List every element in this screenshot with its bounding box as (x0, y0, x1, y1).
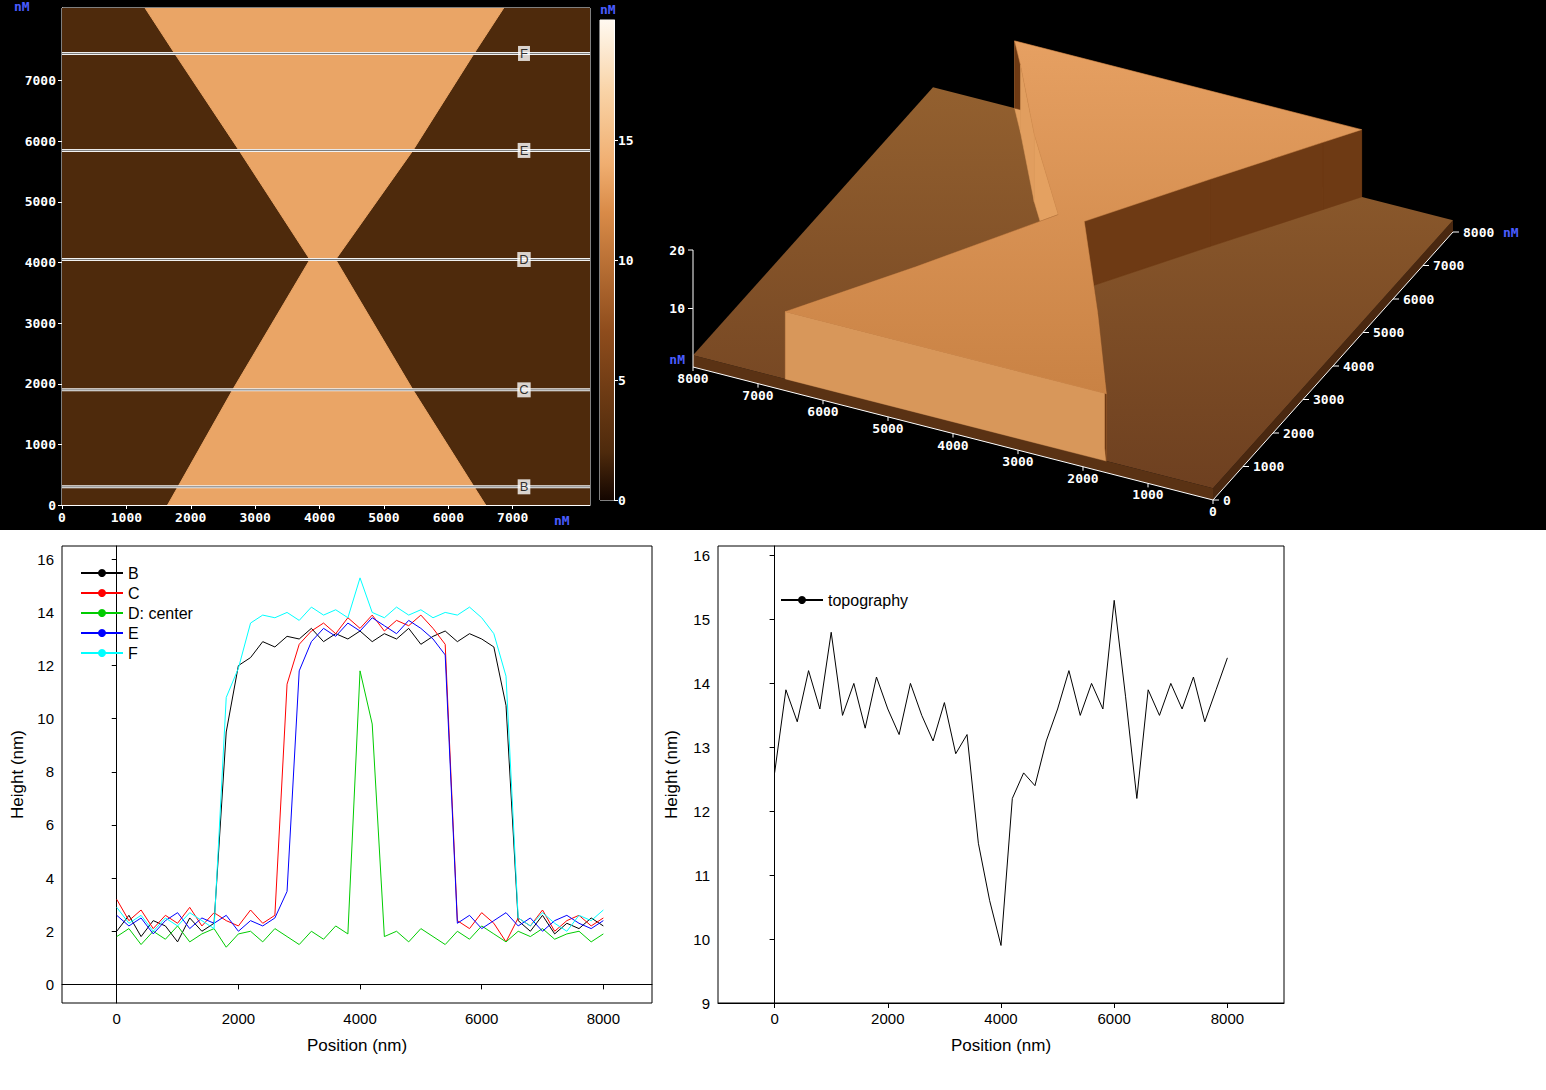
svg-text:0: 0 (58, 510, 66, 525)
svg-text:7000: 7000 (497, 510, 528, 525)
svg-text:0: 0 (113, 1010, 121, 1027)
svg-text:D: center: D: center (128, 605, 194, 622)
svg-text:6: 6 (46, 816, 54, 833)
svg-text:C: C (128, 585, 140, 602)
svg-text:B: B (128, 565, 139, 582)
svg-text:6000: 6000 (1098, 1010, 1131, 1027)
svg-text:8000: 8000 (677, 371, 708, 386)
svg-text:6000: 6000 (465, 1010, 498, 1027)
svg-text:3000: 3000 (1002, 454, 1033, 469)
svg-text:F: F (520, 46, 528, 61)
svg-text:3000: 3000 (1313, 392, 1344, 407)
svg-text:0: 0 (618, 493, 626, 508)
svg-text:2000: 2000 (222, 1010, 255, 1027)
svg-text:5000: 5000 (368, 510, 399, 525)
svg-text:2000: 2000 (1283, 426, 1314, 441)
svg-text:8000: 8000 (1211, 1010, 1244, 1027)
svg-text:D: D (519, 252, 528, 267)
svg-text:8000: 8000 (587, 1010, 620, 1027)
svg-text:0: 0 (1209, 504, 1217, 519)
svg-text:5: 5 (618, 373, 626, 388)
svg-text:nM: nM (14, 0, 30, 14)
svg-text:15: 15 (693, 611, 710, 628)
svg-text:15: 15 (618, 133, 634, 148)
svg-text:4000: 4000 (304, 510, 335, 525)
svg-text:3000: 3000 (25, 316, 56, 331)
svg-text:B: B (520, 479, 529, 494)
svg-text:20: 20 (669, 243, 685, 258)
svg-text:9: 9 (702, 995, 710, 1012)
svg-text:2000: 2000 (175, 510, 206, 525)
svg-text:0: 0 (46, 976, 54, 993)
svg-text:topography: topography (828, 592, 908, 609)
svg-text:7000: 7000 (25, 73, 56, 88)
svg-text:1000: 1000 (1253, 459, 1284, 474)
svg-text:10: 10 (618, 253, 634, 268)
svg-text:14: 14 (693, 675, 710, 692)
svg-text:13: 13 (693, 739, 710, 756)
svg-text:0: 0 (1223, 493, 1231, 508)
svg-text:1000: 1000 (25, 437, 56, 452)
svg-text:Height (nm): Height (nm) (662, 730, 681, 819)
svg-text:0: 0 (770, 1010, 778, 1027)
svg-text:6000: 6000 (25, 134, 56, 149)
svg-text:nM: nM (554, 513, 570, 528)
svg-text:Position (nm): Position (nm) (951, 1036, 1051, 1055)
svg-text:4: 4 (46, 870, 54, 887)
svg-text:3000: 3000 (240, 510, 271, 525)
svg-text:nM: nM (600, 2, 616, 17)
svg-text:14: 14 (37, 604, 54, 621)
svg-text:nM: nM (669, 352, 685, 367)
svg-text:6000: 6000 (433, 510, 464, 525)
svg-text:2: 2 (46, 923, 54, 940)
svg-text:4000: 4000 (1343, 359, 1374, 374)
svg-text:12: 12 (37, 657, 54, 674)
svg-text:4000: 4000 (343, 1010, 376, 1027)
svg-text:10: 10 (669, 301, 685, 316)
svg-text:10: 10 (37, 710, 54, 727)
svg-text:Height (nm): Height (nm) (8, 730, 27, 819)
svg-text:2000: 2000 (25, 376, 56, 391)
svg-text:4000: 4000 (937, 438, 968, 453)
svg-text:5000: 5000 (1373, 325, 1404, 340)
svg-text:E: E (520, 143, 529, 158)
svg-text:16: 16 (693, 547, 710, 564)
svg-text:C: C (519, 382, 528, 397)
svg-text:5000: 5000 (872, 421, 903, 436)
svg-text:0: 0 (48, 498, 56, 513)
svg-text:1000: 1000 (1132, 487, 1163, 502)
svg-text:4000: 4000 (984, 1010, 1017, 1027)
svg-text:8000: 8000 (1463, 225, 1494, 240)
svg-text:Position (nm): Position (nm) (307, 1036, 407, 1055)
svg-text:10: 10 (693, 931, 710, 948)
svg-text:2000: 2000 (871, 1010, 904, 1027)
svg-text:1000: 1000 (111, 510, 142, 525)
svg-text:7000: 7000 (1433, 258, 1464, 273)
svg-text:6000: 6000 (807, 404, 838, 419)
svg-text:6000: 6000 (1403, 292, 1434, 307)
svg-text:16: 16 (37, 551, 54, 568)
svg-text:7000: 7000 (742, 388, 773, 403)
svg-text:8: 8 (46, 763, 54, 780)
svg-text:11: 11 (694, 867, 710, 884)
svg-text:E: E (128, 625, 139, 642)
svg-text:12: 12 (693, 803, 710, 820)
svg-text:nM: nM (1503, 225, 1519, 240)
svg-text:F: F (128, 645, 138, 662)
svg-text:5000: 5000 (25, 194, 56, 209)
svg-text:4000: 4000 (25, 255, 56, 270)
svg-text:2000: 2000 (1067, 471, 1098, 486)
